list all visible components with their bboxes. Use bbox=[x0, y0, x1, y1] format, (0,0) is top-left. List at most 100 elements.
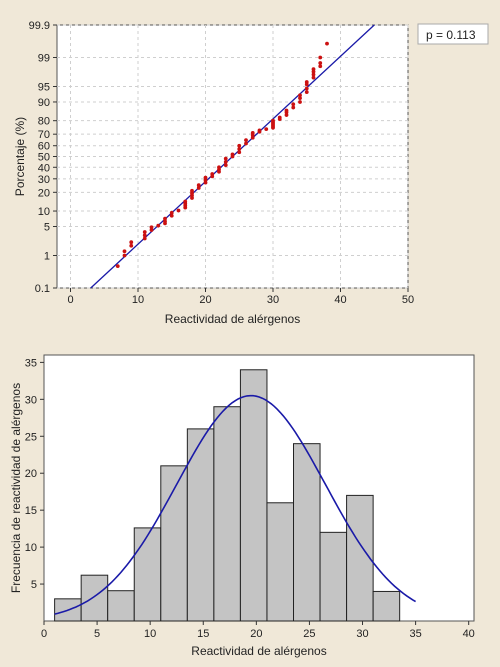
data-point bbox=[298, 100, 302, 104]
probability-plot-x-label: Reactividad de alérgenos bbox=[165, 312, 300, 326]
y-tick-label: 50 bbox=[38, 152, 50, 164]
data-point bbox=[311, 75, 316, 80]
x-tick-label: 10 bbox=[144, 628, 156, 640]
histogram: 0 5 10 15 20 25 30 35 40 5 10 15 20 25 30 35 Reactivid… bbox=[9, 354, 475, 658]
y-tick-label: 70 bbox=[38, 129, 50, 141]
data-point bbox=[149, 228, 154, 232]
x-tick-label: 0 bbox=[41, 628, 47, 640]
data-point bbox=[223, 156, 228, 161]
data-point bbox=[291, 102, 296, 107]
data-point bbox=[142, 230, 147, 234]
data-point bbox=[311, 67, 316, 72]
data-point bbox=[304, 86, 309, 91]
data-point bbox=[237, 147, 242, 151]
p-value-box bbox=[417, 23, 489, 45]
data-point bbox=[325, 41, 329, 46]
data-point bbox=[122, 249, 127, 254]
y-tick-label: 90 bbox=[38, 97, 50, 109]
data-point bbox=[284, 108, 289, 113]
y-tick-label: 80 bbox=[38, 116, 50, 128]
y-tick-label: 0.1 bbox=[35, 283, 50, 295]
x-tick-label: 15 bbox=[197, 628, 209, 640]
data-point bbox=[291, 105, 296, 110]
histogram-bar bbox=[266, 502, 295, 622]
probability-plot-y-label: Porcentaje (%) bbox=[13, 117, 27, 196]
histogram-y-label: Frecuencia de reactividad de alérgenos bbox=[9, 383, 23, 593]
data-point bbox=[203, 175, 208, 180]
normal-curve bbox=[54, 394, 417, 615]
y-tick-label: 10 bbox=[38, 206, 50, 218]
x-tick-label: 20 bbox=[199, 294, 211, 306]
y-tick-label: 5 bbox=[31, 579, 37, 591]
data-point bbox=[183, 199, 188, 204]
data-point bbox=[142, 236, 147, 241]
data-point bbox=[304, 90, 309, 94]
data-point bbox=[217, 165, 221, 170]
data-point bbox=[163, 216, 167, 221]
y-tick-label: 30 bbox=[38, 174, 50, 186]
x-tick-label: 10 bbox=[132, 294, 144, 306]
x-tick-label: 30 bbox=[356, 628, 368, 640]
y-tick-label: 5 bbox=[44, 221, 50, 233]
data-point bbox=[210, 172, 215, 176]
data-point bbox=[284, 113, 289, 117]
data-point bbox=[237, 150, 242, 155]
histogram-x-axis: 0 5 10 15 20 25 30 35 40 bbox=[41, 621, 475, 640]
data-point bbox=[298, 93, 302, 98]
histogram-bar bbox=[133, 527, 162, 622]
x-tick-label: 40 bbox=[463, 628, 475, 640]
x-tick-label: 20 bbox=[250, 628, 262, 640]
data-point bbox=[237, 143, 242, 148]
y-tick-label: 15 bbox=[25, 505, 37, 517]
data-point bbox=[298, 96, 302, 101]
y-tick-label: 99.9 bbox=[29, 20, 50, 32]
data-point bbox=[244, 141, 248, 146]
y-tick-label: 60 bbox=[38, 141, 50, 153]
data-point bbox=[271, 118, 275, 123]
data-point bbox=[311, 72, 316, 77]
data-point bbox=[277, 115, 282, 120]
y-tick-label: 40 bbox=[38, 162, 50, 174]
data-point bbox=[304, 80, 309, 84]
data-point bbox=[257, 128, 262, 133]
histogram-bar bbox=[319, 531, 348, 622]
y-tick-label: 95 bbox=[38, 82, 50, 94]
data-point bbox=[129, 243, 134, 248]
probability-plot-x-axis: 0 10 20 30 40 50 bbox=[67, 288, 414, 306]
data-point bbox=[149, 225, 154, 230]
data-point bbox=[223, 159, 228, 164]
p-value-annotation: p = 0.113 bbox=[426, 28, 476, 42]
data-point bbox=[230, 152, 235, 157]
y-tick-label: 20 bbox=[38, 187, 50, 199]
histogram-bar bbox=[107, 590, 135, 622]
data-point bbox=[223, 163, 228, 167]
data-point bbox=[129, 240, 134, 245]
data-point bbox=[318, 64, 323, 69]
histogram-y-axis: 5 10 15 20 25 30 35 bbox=[25, 357, 44, 591]
x-tick-label: 40 bbox=[334, 294, 346, 306]
x-tick-label: 50 bbox=[402, 294, 414, 306]
probability-plot: 0 10 20 30 40 50 0.11510203040506070809095999… bbox=[13, 20, 489, 326]
histogram-bar bbox=[186, 428, 215, 622]
x-tick-label: 35 bbox=[409, 628, 421, 640]
data-point bbox=[169, 213, 174, 218]
data-point bbox=[318, 61, 323, 65]
histogram-x-label: Reactividad de alérgenos bbox=[191, 644, 326, 658]
y-tick-label: 1 bbox=[44, 250, 50, 262]
data-point bbox=[264, 127, 269, 132]
y-tick-label: 20 bbox=[25, 468, 37, 480]
data-point bbox=[250, 131, 255, 135]
data-point bbox=[196, 183, 201, 188]
x-tick-label: 0 bbox=[67, 294, 73, 306]
data-point bbox=[318, 55, 323, 60]
x-tick-label: 5 bbox=[94, 628, 100, 640]
histogram-bar bbox=[346, 494, 374, 622]
histogram-bar bbox=[293, 443, 321, 622]
histogram-bar bbox=[160, 465, 188, 622]
histogram-bar bbox=[372, 590, 401, 622]
histogram-bars bbox=[54, 369, 401, 622]
data-point bbox=[190, 188, 194, 193]
data-points bbox=[115, 41, 329, 269]
